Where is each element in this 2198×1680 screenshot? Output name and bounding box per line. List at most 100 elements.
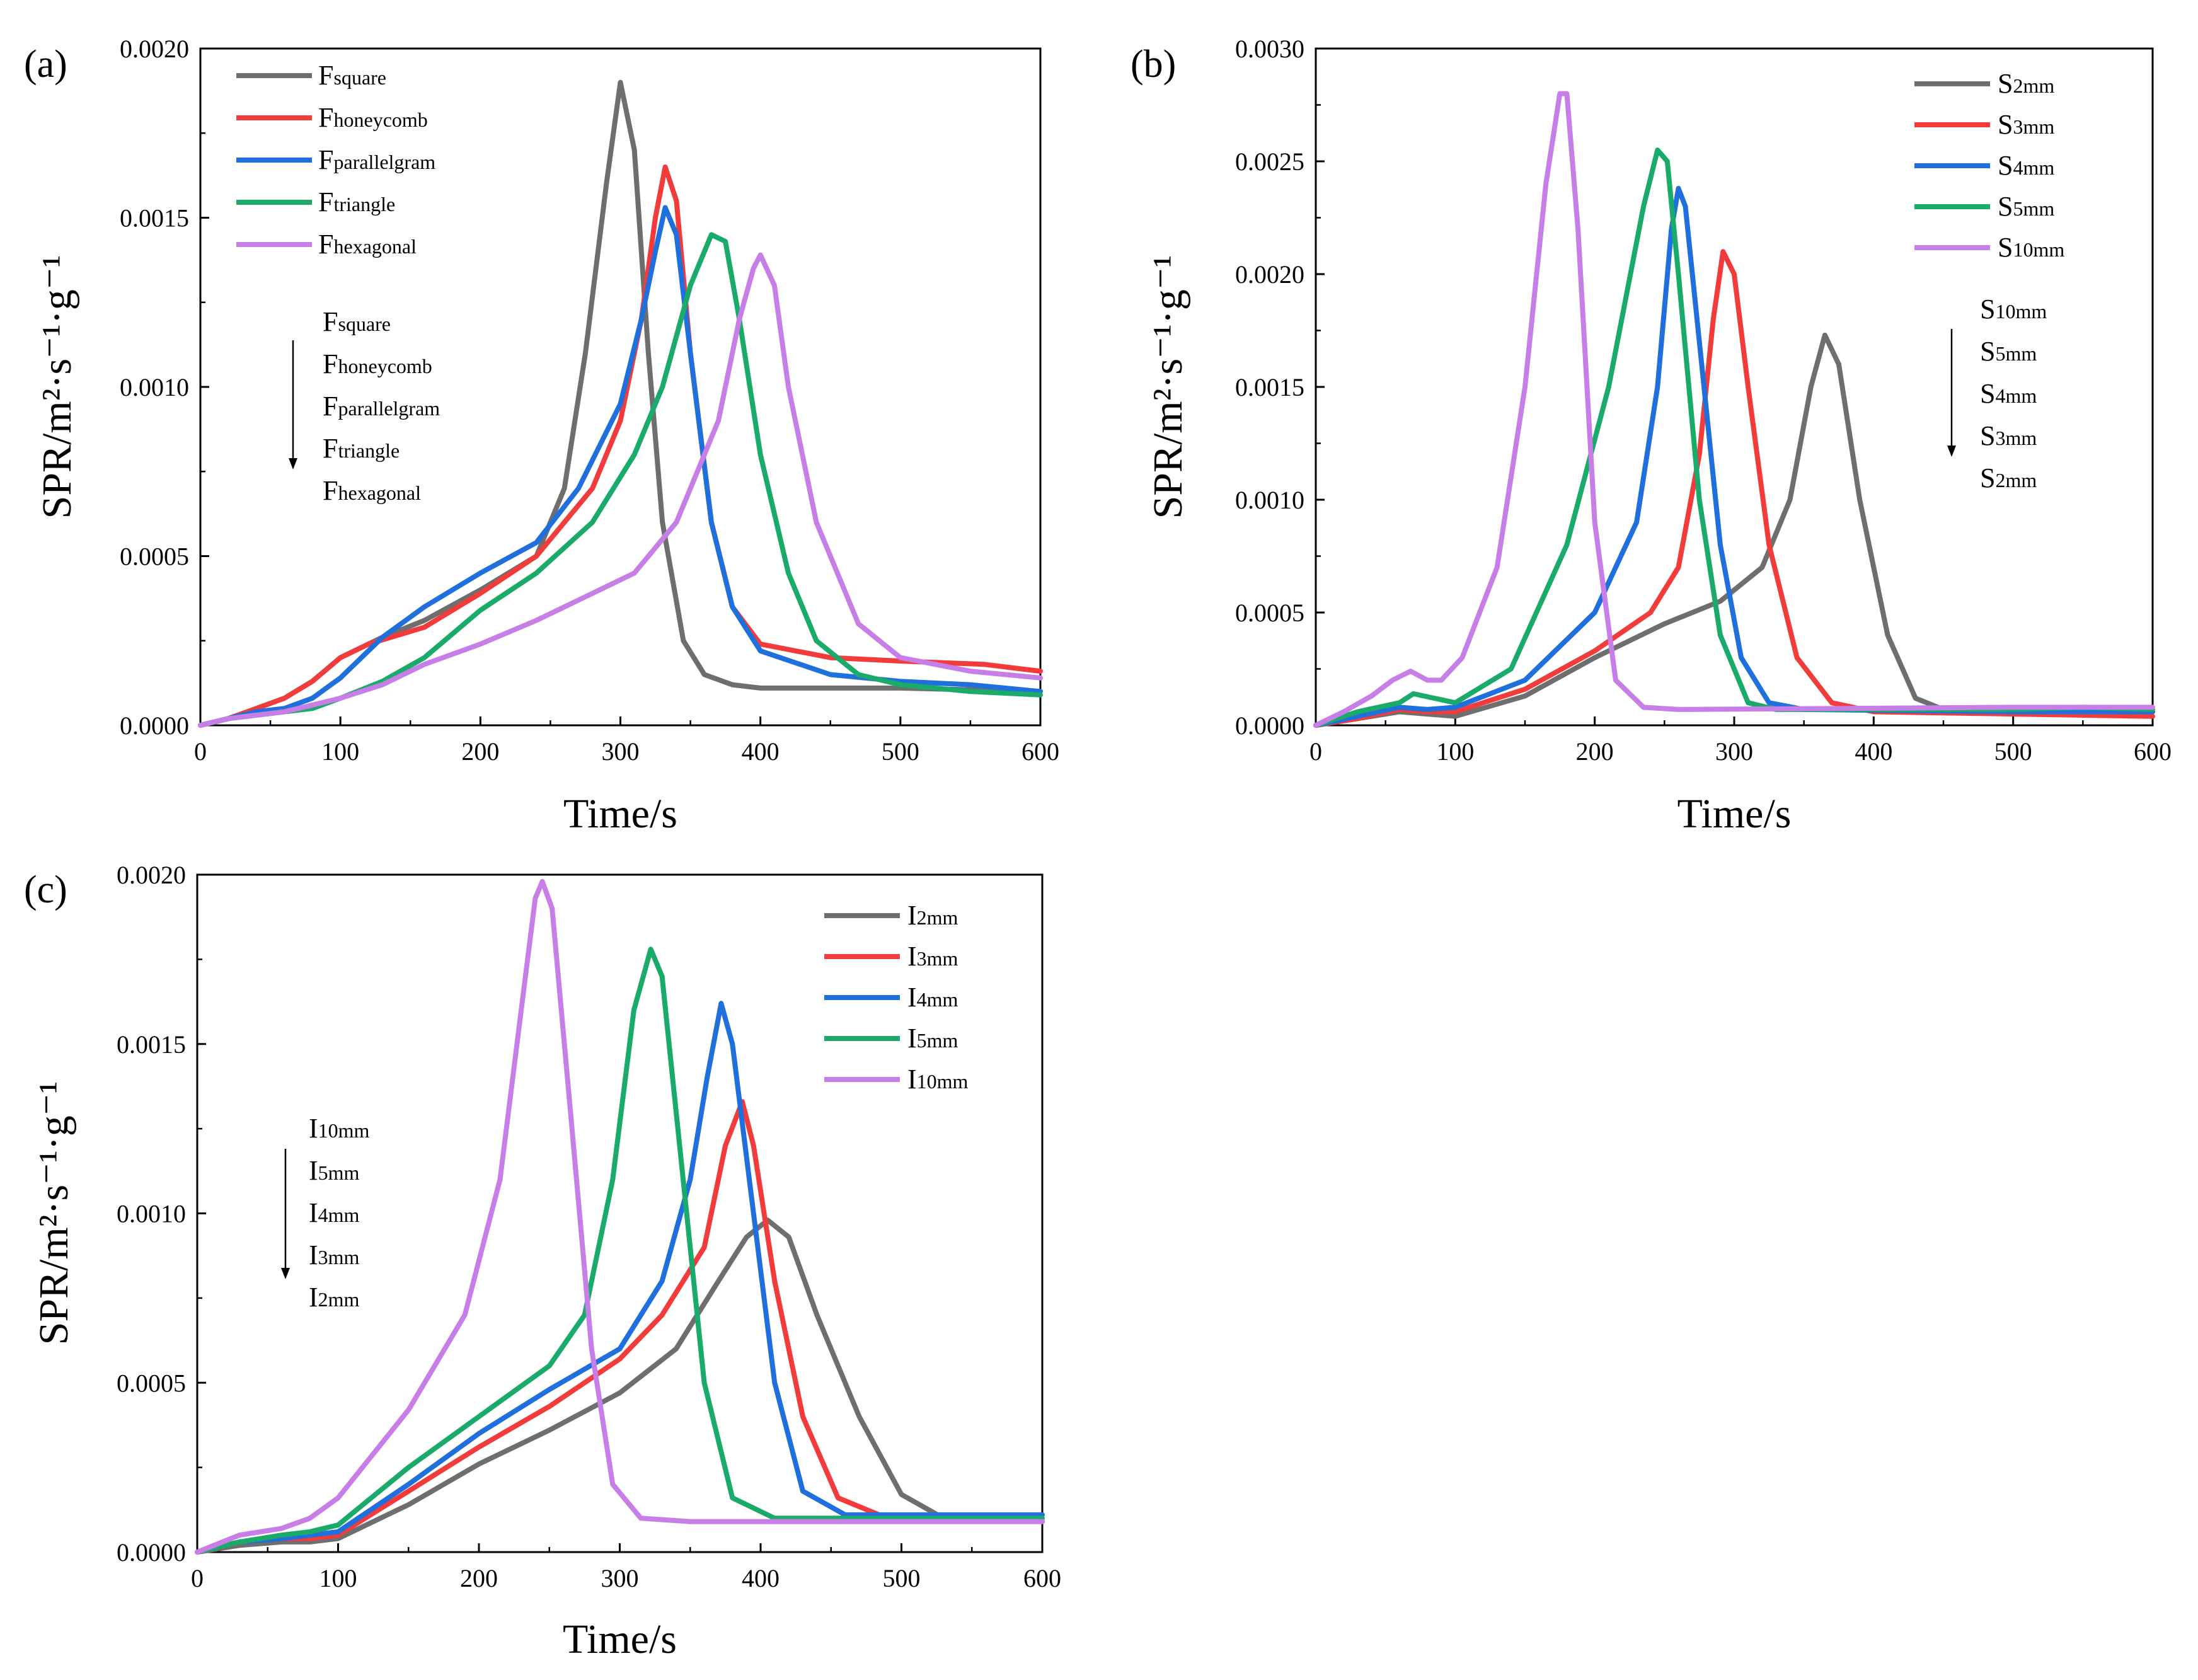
y-tick-label: 0.0015 — [117, 1030, 186, 1059]
order-arrow-head — [1947, 446, 1956, 457]
order-annotation: I10mm I5mm I4mm I3mm I2mm — [281, 1113, 370, 1313]
legend-label-Ftriangle: Ftriangle — [318, 187, 395, 217]
order-arrow-head — [289, 458, 297, 469]
order-label-I2mm: I2mm — [309, 1282, 360, 1313]
y-tick-label: 0.0030 — [1235, 35, 1304, 63]
legend-label-Fsquare: Fsquare — [318, 60, 386, 91]
chart-panel-b: 0 100 200 300 400 500 600 0.0000 0.0005 0.0010 0.0… — [1131, 35, 2172, 837]
legend: I2mm I3mm I4mm I5mm I10mm — [824, 900, 969, 1095]
y-tick-label: 0.0005 — [120, 543, 189, 571]
order-annotation: S10mm S5mm S4mm S3mm S2mm — [1947, 294, 2047, 493]
x-tick-label: 600 — [2134, 737, 2172, 766]
y-tick-label: 0.0010 — [1235, 486, 1304, 514]
panel-label: (a) — [24, 43, 67, 86]
series-line-S2mm — [1313, 332, 2155, 728]
x-tick-label: 0 — [191, 1564, 204, 1592]
y-axis-title: SPR/m²·s⁻¹·g⁻¹ — [1145, 255, 1191, 519]
x-tick-label: 200 — [461, 737, 499, 766]
legend: Fsquare Fhoneycomb Fparallelgram Ftriangle F… — [236, 60, 435, 260]
x-tick-label: 300 — [1715, 737, 1753, 766]
legend: S2mm S3mm S4mm S5mm S10mm — [1914, 68, 2064, 263]
x-tick-label: 300 — [601, 1564, 639, 1592]
x-tick-label: 100 — [319, 1564, 357, 1592]
order-label-S3mm: S3mm — [1980, 420, 2037, 451]
x-tick-label: 100 — [1436, 737, 1474, 766]
order-label-S10mm: S10mm — [1980, 294, 2047, 325]
x-tick-label: 0 — [1309, 737, 1322, 766]
y-tick-label: 0.0000 — [1235, 711, 1304, 740]
series-line-Ftriangle — [198, 232, 1043, 728]
x-tick-label: 500 — [1994, 737, 2032, 766]
chart-panel-c: 0 100 200 300 400 500 600 0.0000 0.0005 0.0010 0.0… — [24, 861, 1061, 1662]
series-line-S10mm — [1313, 91, 2155, 728]
order-label-Fparallelgram: Fparallelgram — [323, 391, 440, 422]
y-tick-label: 0.0015 — [120, 204, 189, 233]
legend-label-S3mm: S3mm — [1998, 109, 2054, 140]
order-label-S5mm: S5mm — [1980, 336, 2037, 367]
x-tick-label: 500 — [883, 1564, 921, 1592]
order-label-S4mm: S4mm — [1980, 378, 2037, 409]
series-line-S4mm — [1313, 186, 2155, 728]
order-label-Fsquare: Fsquare — [323, 306, 391, 337]
x-tick-label: 0 — [194, 737, 207, 766]
x-axis-title: Time/s — [563, 1616, 677, 1662]
x-tick-label: 600 — [1023, 1564, 1061, 1592]
series-line-I5mm — [195, 946, 1045, 1555]
x-tick-label: 600 — [1021, 737, 1059, 766]
order-label-Fhoneycomb: Fhoneycomb — [323, 348, 432, 379]
order-label-I10mm: I10mm — [309, 1113, 370, 1144]
x-axis-title: Time/s — [563, 791, 677, 837]
order-label-S2mm: S2mm — [1980, 463, 2037, 493]
legend-label-Fparallelgram: Fparallelgram — [318, 144, 435, 175]
y-tick-label: 0.0020 — [120, 35, 189, 63]
legend-label-S5mm: S5mm — [1998, 191, 2054, 222]
legend-label-I10mm: I10mm — [907, 1064, 969, 1095]
series-line-I4mm — [195, 1001, 1045, 1555]
order-label-Fhexagonal: Fhexagonal — [323, 475, 421, 506]
y-tick-label: 0.0020 — [117, 861, 186, 889]
x-tick-label: 400 — [742, 737, 780, 766]
legend-label-S10mm: S10mm — [1998, 232, 2064, 263]
order-arrow-head — [281, 1268, 290, 1279]
x-tick-label: 100 — [321, 737, 359, 766]
y-tick-label: 0.0005 — [1235, 599, 1304, 627]
y-tick-label: 0.0025 — [1235, 147, 1304, 176]
y-tick-label: 0.0000 — [120, 711, 189, 740]
x-tick-label: 200 — [1576, 737, 1614, 766]
x-axis-title: Time/s — [1677, 791, 1792, 837]
y-axis-title: SPR/m²·s⁻¹·g⁻¹ — [34, 255, 80, 519]
x-tick-label: 400 — [742, 1564, 780, 1592]
panel-label: (b) — [1131, 43, 1176, 86]
legend-label-S2mm: S2mm — [1998, 68, 2054, 99]
legend-label-I5mm: I5mm — [907, 1023, 958, 1054]
legend-label-S4mm: S4mm — [1998, 150, 2054, 181]
order-label-I4mm: I4mm — [309, 1197, 360, 1228]
series-line-I3mm — [195, 1099, 1045, 1555]
y-tick-label: 0.0005 — [117, 1369, 186, 1397]
y-axis-title: SPR/m²·s⁻¹·g⁻¹ — [31, 1081, 77, 1345]
panel-label: (c) — [24, 868, 67, 911]
legend-label-I4mm: I4mm — [907, 982, 958, 1013]
y-tick-label: 0.0015 — [1235, 373, 1304, 401]
order-label-I5mm: I5mm — [309, 1155, 360, 1186]
legend-label-I2mm: I2mm — [907, 900, 958, 931]
series-line-Fparallelgram — [198, 205, 1043, 728]
x-tick-label: 500 — [882, 737, 919, 766]
order-label-Ftriangle: Ftriangle — [323, 433, 400, 464]
series-line-I10mm — [195, 878, 1045, 1555]
x-tick-label: 400 — [1855, 737, 1892, 766]
order-annotation: Fsquare Fhoneycomb Fparallelgram Ftriangle F… — [289, 306, 440, 506]
y-tick-label: 0.0010 — [120, 373, 189, 401]
legend-label-Fhexagonal: Fhexagonal — [318, 229, 417, 260]
series-line-Fhexagonal — [198, 252, 1043, 728]
series-line-I2mm — [195, 1217, 1045, 1555]
x-tick-label: 300 — [602, 737, 640, 766]
y-tick-label: 0.0010 — [117, 1200, 186, 1228]
y-tick-label: 0.0020 — [1235, 260, 1304, 289]
chart-panel-a: 0 100 200 300 400 500 600 0.0000 0.0005 0.0010 0.0… — [24, 35, 1059, 837]
y-tick-label: 0.0000 — [117, 1538, 186, 1567]
legend-label-I3mm: I3mm — [907, 941, 958, 972]
order-label-I3mm: I3mm — [309, 1240, 360, 1270]
legend-label-Fhoneycomb: Fhoneycomb — [318, 102, 428, 133]
